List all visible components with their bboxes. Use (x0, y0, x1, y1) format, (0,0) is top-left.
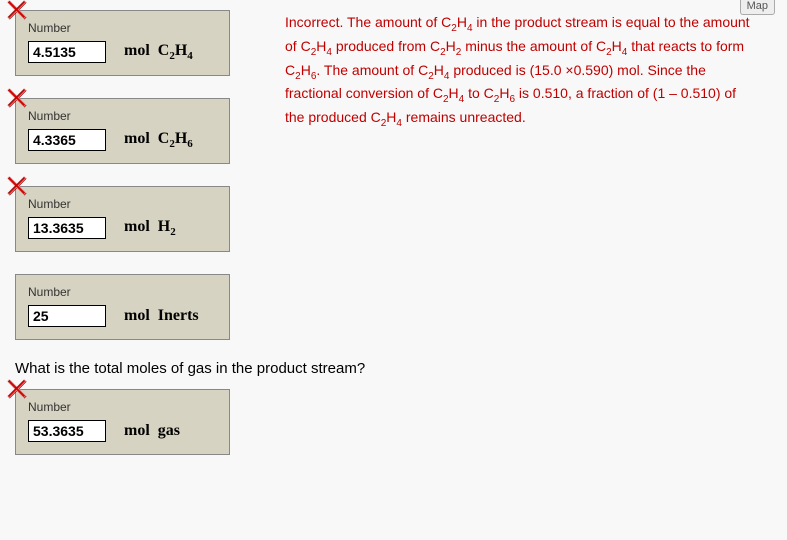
unit-label: mol gas (124, 422, 180, 440)
incorrect-icon (6, 87, 28, 109)
map-button[interactable]: Map (740, 0, 775, 15)
number-input[interactable] (28, 41, 106, 63)
answer-box-2: Number mol H2 (15, 186, 230, 252)
number-input[interactable] (28, 305, 106, 327)
number-input[interactable] (28, 129, 106, 151)
answer-box-final: Number mol gas (15, 389, 230, 455)
answer-box-1: Number mol C2H6 (15, 98, 230, 164)
unit-label: mol C2H4 (124, 42, 193, 62)
answer-box-3: Number mol Inerts (15, 274, 230, 340)
unit-label: mol Inerts (124, 307, 199, 325)
feedback-text: Incorrect. The amount of C2H4 in the pro… (285, 10, 755, 131)
input-row: mol gas (28, 420, 217, 442)
box-label: Number (28, 109, 217, 123)
incorrect-icon (6, 378, 28, 400)
box-label: Number (28, 285, 217, 299)
unit-label: mol C2H6 (124, 130, 193, 150)
input-row: mol C2H6 (28, 129, 217, 151)
input-row: mol Inerts (28, 305, 217, 327)
input-row: mol C2H4 (28, 41, 217, 63)
left-column: Number mol C2H4 Number mol C2H6 Number mol H2… (15, 10, 255, 340)
question-text: What is the total moles of gas in the pr… (15, 360, 772, 377)
answer-box-0: Number mol C2H4 (15, 10, 230, 76)
box-label: Number (28, 197, 217, 211)
main-row: Number mol C2H4 Number mol C2H6 Number mol H2… (15, 10, 772, 340)
box-label: Number (28, 400, 217, 414)
unit-label: mol H2 (124, 218, 176, 238)
input-row: mol H2 (28, 217, 217, 239)
number-input[interactable] (28, 217, 106, 239)
number-input[interactable] (28, 420, 106, 442)
incorrect-icon (6, 175, 28, 197)
final-box-container: Number mol gas (15, 389, 772, 455)
box-label: Number (28, 21, 217, 35)
incorrect-icon (6, 0, 28, 21)
